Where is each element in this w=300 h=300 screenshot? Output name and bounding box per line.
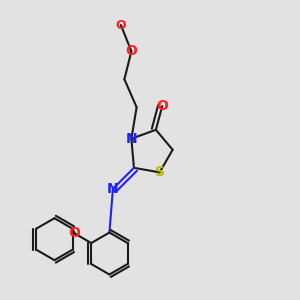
Text: N: N bbox=[107, 182, 119, 196]
Text: S: S bbox=[154, 165, 165, 179]
Text: O: O bbox=[156, 99, 168, 113]
Text: O: O bbox=[125, 44, 137, 58]
Text: O: O bbox=[116, 19, 126, 32]
Text: O: O bbox=[69, 226, 80, 240]
Text: N: N bbox=[126, 132, 137, 146]
